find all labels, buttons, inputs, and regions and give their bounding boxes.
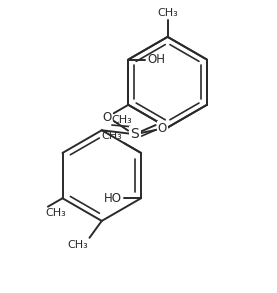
Text: CH₃: CH₃ <box>111 115 132 125</box>
Text: OH: OH <box>147 53 165 66</box>
Text: CH₃: CH₃ <box>157 8 178 18</box>
Text: O: O <box>103 111 112 124</box>
Text: O: O <box>158 122 167 134</box>
Text: CH₃: CH₃ <box>101 131 122 141</box>
Text: S: S <box>130 127 139 141</box>
Text: CH₃: CH₃ <box>45 208 66 218</box>
Text: CH₃: CH₃ <box>67 240 88 250</box>
Text: HO: HO <box>104 192 122 205</box>
